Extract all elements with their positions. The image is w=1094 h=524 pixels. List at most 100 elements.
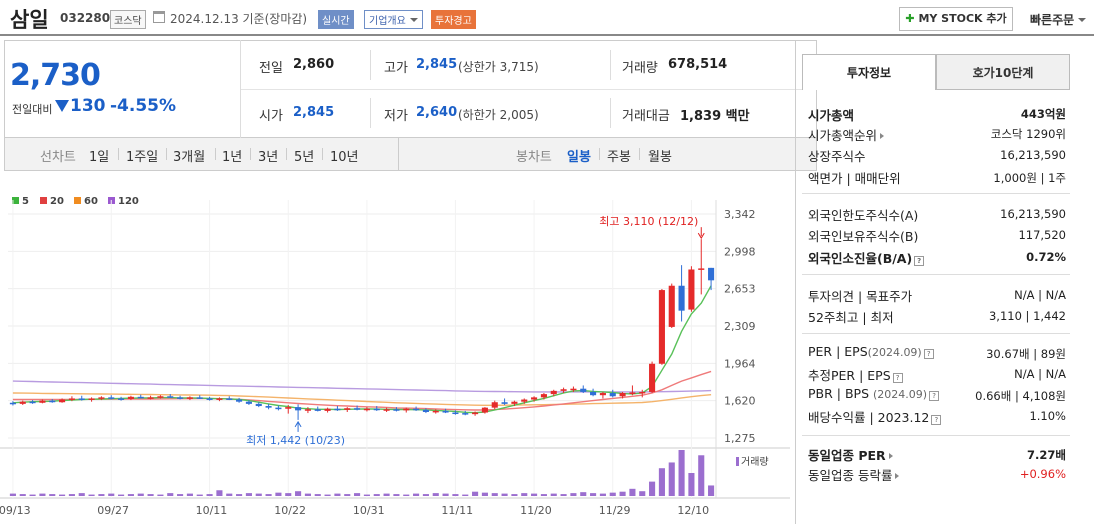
volume-bar [442,493,449,496]
pbr-label: PBR | BPS (2024.09)? [808,386,940,401]
candle-body [265,406,272,408]
foreign-limit-label: 외국인한도주식수(A) [808,208,919,223]
cap-rank-link[interactable]: 시가총액순위 [808,125,885,144]
shares-value: 16,213,590 [1000,148,1066,162]
quick-order-dropdown[interactable]: 빠른주문 [1030,11,1087,28]
ma120-line [12,380,712,393]
line-chart-label: 선차트 [40,150,76,165]
company-overview-dropdown[interactable]: 기업개요 [364,10,423,29]
pbr-value: 0.66배 | 4,108원 [975,389,1066,403]
volume-bar [481,492,488,496]
volume-bar [118,494,125,496]
candle-weekly[interactable]: 주봉 [607,150,631,165]
price-chart[interactable]: 3,342 2,998 2,653 2,309 1,964 1,620 1,275 09/13… [0,200,790,524]
volume-bar [59,494,66,496]
candle-body [658,290,665,364]
x-tick-label: 11/11 [441,504,473,517]
volume-bar [560,494,567,496]
legend-label: 5 [22,196,29,207]
market-cap-value: 443억원 [1020,107,1066,121]
volume-bar [167,493,174,496]
help-icon[interactable]: ? [914,256,925,266]
volume-bar [363,494,370,496]
divider [610,50,611,80]
est-per-label: 추정PER | EPS? [808,365,903,384]
volume-bar [619,491,626,496]
candle-body [413,408,420,411]
candle-body [236,399,243,402]
tab-invest-info[interactable]: 투자정보 [802,54,936,90]
w52-value: 3,110 | 1,442 [988,309,1066,323]
candle-body [570,388,577,391]
legend-ma20: 20 [40,196,64,207]
cap-rank-value: 코스닥 1290위 [990,127,1066,141]
legend-swatch [12,197,19,204]
mystock-add-button[interactable]: ✚ MY STOCK 추가 [899,7,1013,31]
foreign-ratio-label: 외국인소진율(B/A)? [808,248,925,267]
x-tick-label: 10/11 [196,504,228,517]
volume-bar [304,493,311,496]
y-tick-label: 2,653 [724,283,756,296]
candle-body [432,410,439,413]
open-label: 시가 [259,109,283,124]
foreign-hold-value: 117,520 [1018,228,1066,242]
volume-bar [550,493,557,496]
candle-body [619,393,626,397]
legend-ma60: 60 [74,196,98,207]
period-1d[interactable]: 1일 [89,150,110,165]
volume-bar [658,468,665,496]
candle-body [639,391,646,394]
ma60-line [12,392,712,407]
period-3y[interactable]: 3년 [258,150,279,165]
volume-bar [196,494,203,496]
help-icon[interactable]: ? [923,349,934,359]
volume-bar [29,494,36,496]
x-tick-label: 11/20 [520,504,552,517]
volume-bar [590,493,597,496]
period-1y[interactable]: 1년 [222,150,243,165]
candle-body [275,407,282,410]
candle-body [403,408,410,411]
sector-per-link[interactable]: 동일업종 PER [808,445,893,464]
volume-bar [531,493,538,496]
est-per-text: 추정PER | EPS [808,368,891,383]
candle-body [599,393,606,396]
volume-bar [324,494,331,496]
high-label: 고가 [384,61,408,76]
period-5y[interactable]: 5년 [294,150,315,165]
volume-bar [177,494,184,496]
sector-change-link[interactable]: 동일업종 등락률 [808,465,900,484]
period-10y[interactable]: 10년 [330,150,359,165]
candle-monthly[interactable]: 월봉 [648,150,672,165]
candle-body [285,407,292,409]
tab-hoga[interactable]: 호가10단계 [936,54,1070,90]
candle-body [19,401,26,404]
candle-daily[interactable]: 일봉 [567,150,591,165]
down-triangle-icon [55,100,69,112]
volume-bar [314,494,321,496]
candle-body [383,409,390,411]
volume-bar [609,492,616,496]
volume-bar [501,493,508,496]
help-icon[interactable]: ? [931,415,942,425]
divider [610,98,611,128]
volume-bar [599,493,606,496]
prev-value: 2,860 [293,57,335,72]
legend-ma5: 5 [12,196,29,207]
candle-body [196,397,203,399]
change-pct: -4.55% [110,96,177,116]
candle-body [177,397,184,399]
realtime-button[interactable]: 실시간 [318,10,354,29]
volume-axis-label: 거래량 [741,456,769,468]
candle-body [678,285,685,311]
help-icon[interactable]: ? [929,391,940,401]
candle-body [540,394,547,398]
candle-body [344,408,351,410]
dividend-text: 배당수익률 | 2023.12 [808,410,930,425]
period-1w[interactable]: 1주일 [126,150,159,165]
volume-legend-swatch [736,457,739,466]
mystock-label: MY STOCK 추가 [918,12,1007,25]
help-icon[interactable]: ? [892,373,903,383]
period-3m[interactable]: 3개월 [173,150,206,165]
volume-bar [629,488,636,496]
